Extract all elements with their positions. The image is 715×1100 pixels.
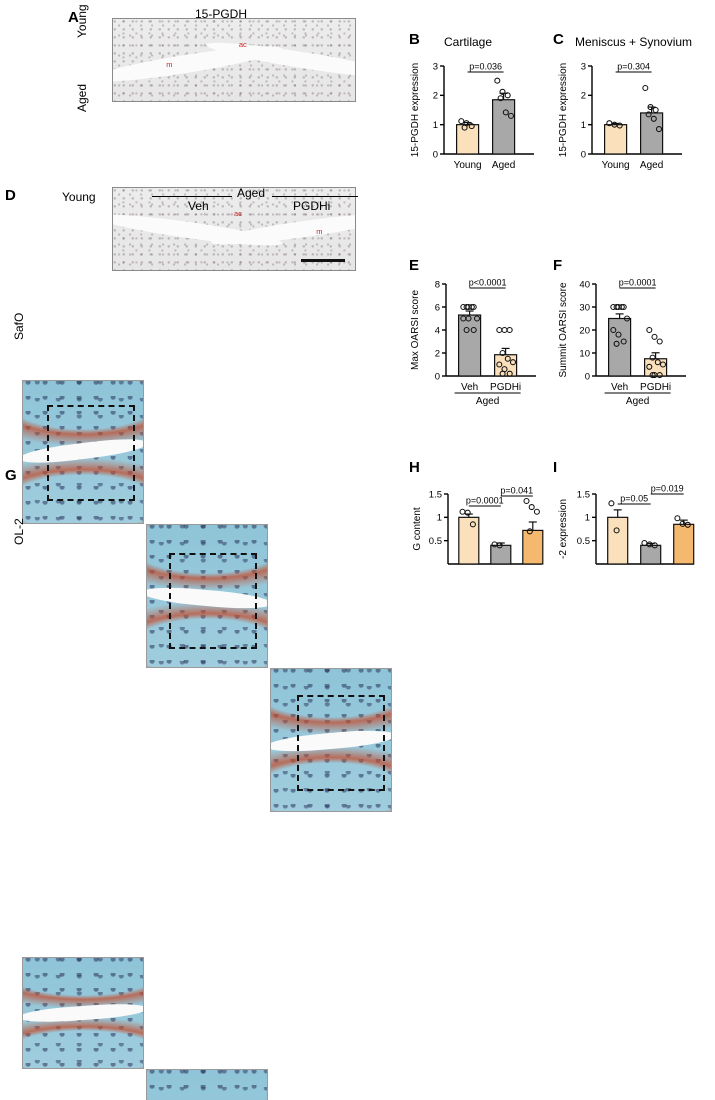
panel-label-f: F	[553, 257, 563, 274]
svg-text:4: 4	[435, 325, 440, 336]
svg-text:1.5: 1.5	[429, 489, 442, 500]
panel-e-chart: 0 2 4 6 8 Max OARSI score Veh PGDHi p<0.0001 Aged	[410, 278, 536, 407]
panel-d-image-pgdhi-top	[270, 668, 392, 812]
panel-d-group-rule-right	[272, 196, 358, 197]
svg-text:0: 0	[585, 371, 590, 382]
panel-d-roi-box-pgdhi	[297, 695, 385, 791]
svg-text:Max OARSI score: Max OARSI score	[410, 290, 421, 370]
panel-b-chart: 0 1 2 3 15-PGDH expression Young Aged p=0.036	[410, 61, 534, 171]
panel-label-e: E	[409, 257, 420, 274]
svg-text:15-PGDH expression: 15-PGDH expression	[410, 63, 421, 157]
panel-a-scale-bar	[301, 259, 345, 262]
svg-text:10: 10	[579, 348, 590, 359]
svg-text:30: 30	[579, 302, 590, 313]
panel-label-h: H	[409, 459, 420, 476]
svg-text:Veh: Veh	[611, 382, 628, 393]
panel-f-chart: 0 10 20 30 40 Summit OARSI score Veh PGDHi p=0.0…	[558, 278, 686, 407]
svg-text:p=0.036: p=0.036	[469, 62, 502, 72]
svg-text:Veh: Veh	[461, 382, 478, 393]
svg-text:0: 0	[581, 149, 586, 160]
svg-text:3: 3	[581, 61, 586, 72]
svg-text:p=0.0001: p=0.0001	[619, 278, 657, 288]
panel-label-d: D	[5, 187, 16, 204]
svg-text:20: 20	[579, 325, 590, 336]
panel-d-column-young: Young	[62, 190, 96, 204]
svg-text:Aged: Aged	[626, 396, 649, 407]
svg-text:6: 6	[435, 302, 440, 313]
panel-a-annotation-m-young: m	[166, 60, 173, 69]
panel-a-row-label-young: Young	[75, 4, 89, 38]
svg-text:Young: Young	[602, 160, 630, 171]
svg-text:p<0.0001: p<0.0001	[469, 278, 507, 288]
svg-text:0: 0	[435, 371, 440, 382]
svg-text:2: 2	[433, 91, 438, 102]
panel-d-roi-box-veh	[169, 553, 257, 649]
svg-text:2: 2	[435, 348, 440, 359]
panel-label-b: B	[409, 31, 420, 48]
svg-text:PGDHi: PGDHi	[490, 382, 521, 393]
svg-text:0: 0	[433, 149, 438, 160]
panel-c-title: Meniscus + Synovium	[575, 35, 693, 49]
panel-label-i: I	[553, 459, 558, 476]
panel-d-stain-label: SafO	[12, 312, 26, 340]
panel-a-row-label-aged: Aged	[75, 83, 89, 112]
svg-text:Aged: Aged	[476, 396, 499, 407]
svg-text:Aged: Aged	[640, 160, 663, 171]
panel-label-c: C	[553, 31, 564, 48]
svg-text:0.5: 0.5	[429, 536, 442, 547]
panel-label-g: G	[5, 467, 17, 484]
svg-text:15-PGDH expression: 15-PGDH expression	[558, 63, 569, 157]
svg-text:p=0.304: p=0.304	[617, 62, 650, 72]
svg-text:1: 1	[581, 120, 586, 131]
svg-text:1: 1	[585, 513, 590, 524]
svg-text:-2 expression: -2 expression	[558, 499, 569, 559]
svg-text:1.5: 1.5	[577, 489, 590, 500]
panel-d-image-young-bottom	[22, 957, 144, 1069]
svg-text:Summit OARSI score: Summit OARSI score	[558, 282, 569, 377]
panel-d-image-veh-top	[146, 524, 268, 668]
svg-text:2: 2	[581, 91, 586, 102]
panel-a-annotation-ac-aged: ac	[234, 209, 242, 219]
svg-text:G content: G content	[412, 507, 423, 551]
panel-a-image-young: ac m	[112, 18, 356, 102]
panel-d-roi-box-young	[47, 405, 135, 501]
panel-label-a: A	[68, 9, 79, 26]
svg-text:p=0.05: p=0.05	[620, 494, 648, 504]
svg-text:8: 8	[435, 279, 440, 290]
panel-d-image-young-top	[22, 380, 144, 524]
panel-d-column-pgdhi: PGDHi	[293, 199, 331, 213]
panel-a-image-aged: ac m	[112, 187, 356, 271]
svg-text:1: 1	[437, 513, 442, 524]
panel-a-title: 15-PGDH	[195, 7, 248, 21]
panel-a-annotation-ac-young: ac	[238, 40, 247, 50]
svg-text:0.5: 0.5	[577, 536, 590, 547]
panel-a-annotation-m-aged: m	[316, 227, 323, 237]
panel-d-group-rule-left	[152, 196, 232, 197]
svg-text:Aged: Aged	[492, 160, 515, 171]
panel-d-column-veh: Veh	[188, 199, 209, 213]
panel-c-chart: 0 1 2 3 15-PGDH expression Young Aged p=0.304	[558, 61, 682, 171]
svg-text:Young: Young	[454, 160, 482, 171]
svg-text:1: 1	[433, 120, 438, 131]
panel-d-image-veh-bottom	[146, 1069, 268, 1100]
svg-text:PGDHi: PGDHi	[640, 382, 671, 393]
svg-text:3: 3	[433, 61, 438, 72]
panel-d-group-label-aged: Aged	[237, 186, 266, 200]
panel-b-title: Cartilage	[444, 35, 493, 49]
panel-i-chart: 0.5 1 1.5 -2 expression p=0.05p=0.019	[558, 484, 695, 565]
svg-text:40: 40	[579, 279, 590, 290]
panel-g-stain-label: OL-2	[12, 518, 26, 545]
svg-text:p=0.019: p=0.019	[651, 484, 684, 494]
svg-text:p=0.0001: p=0.0001	[466, 496, 504, 506]
svg-text:p=0.041: p=0.041	[500, 486, 533, 496]
